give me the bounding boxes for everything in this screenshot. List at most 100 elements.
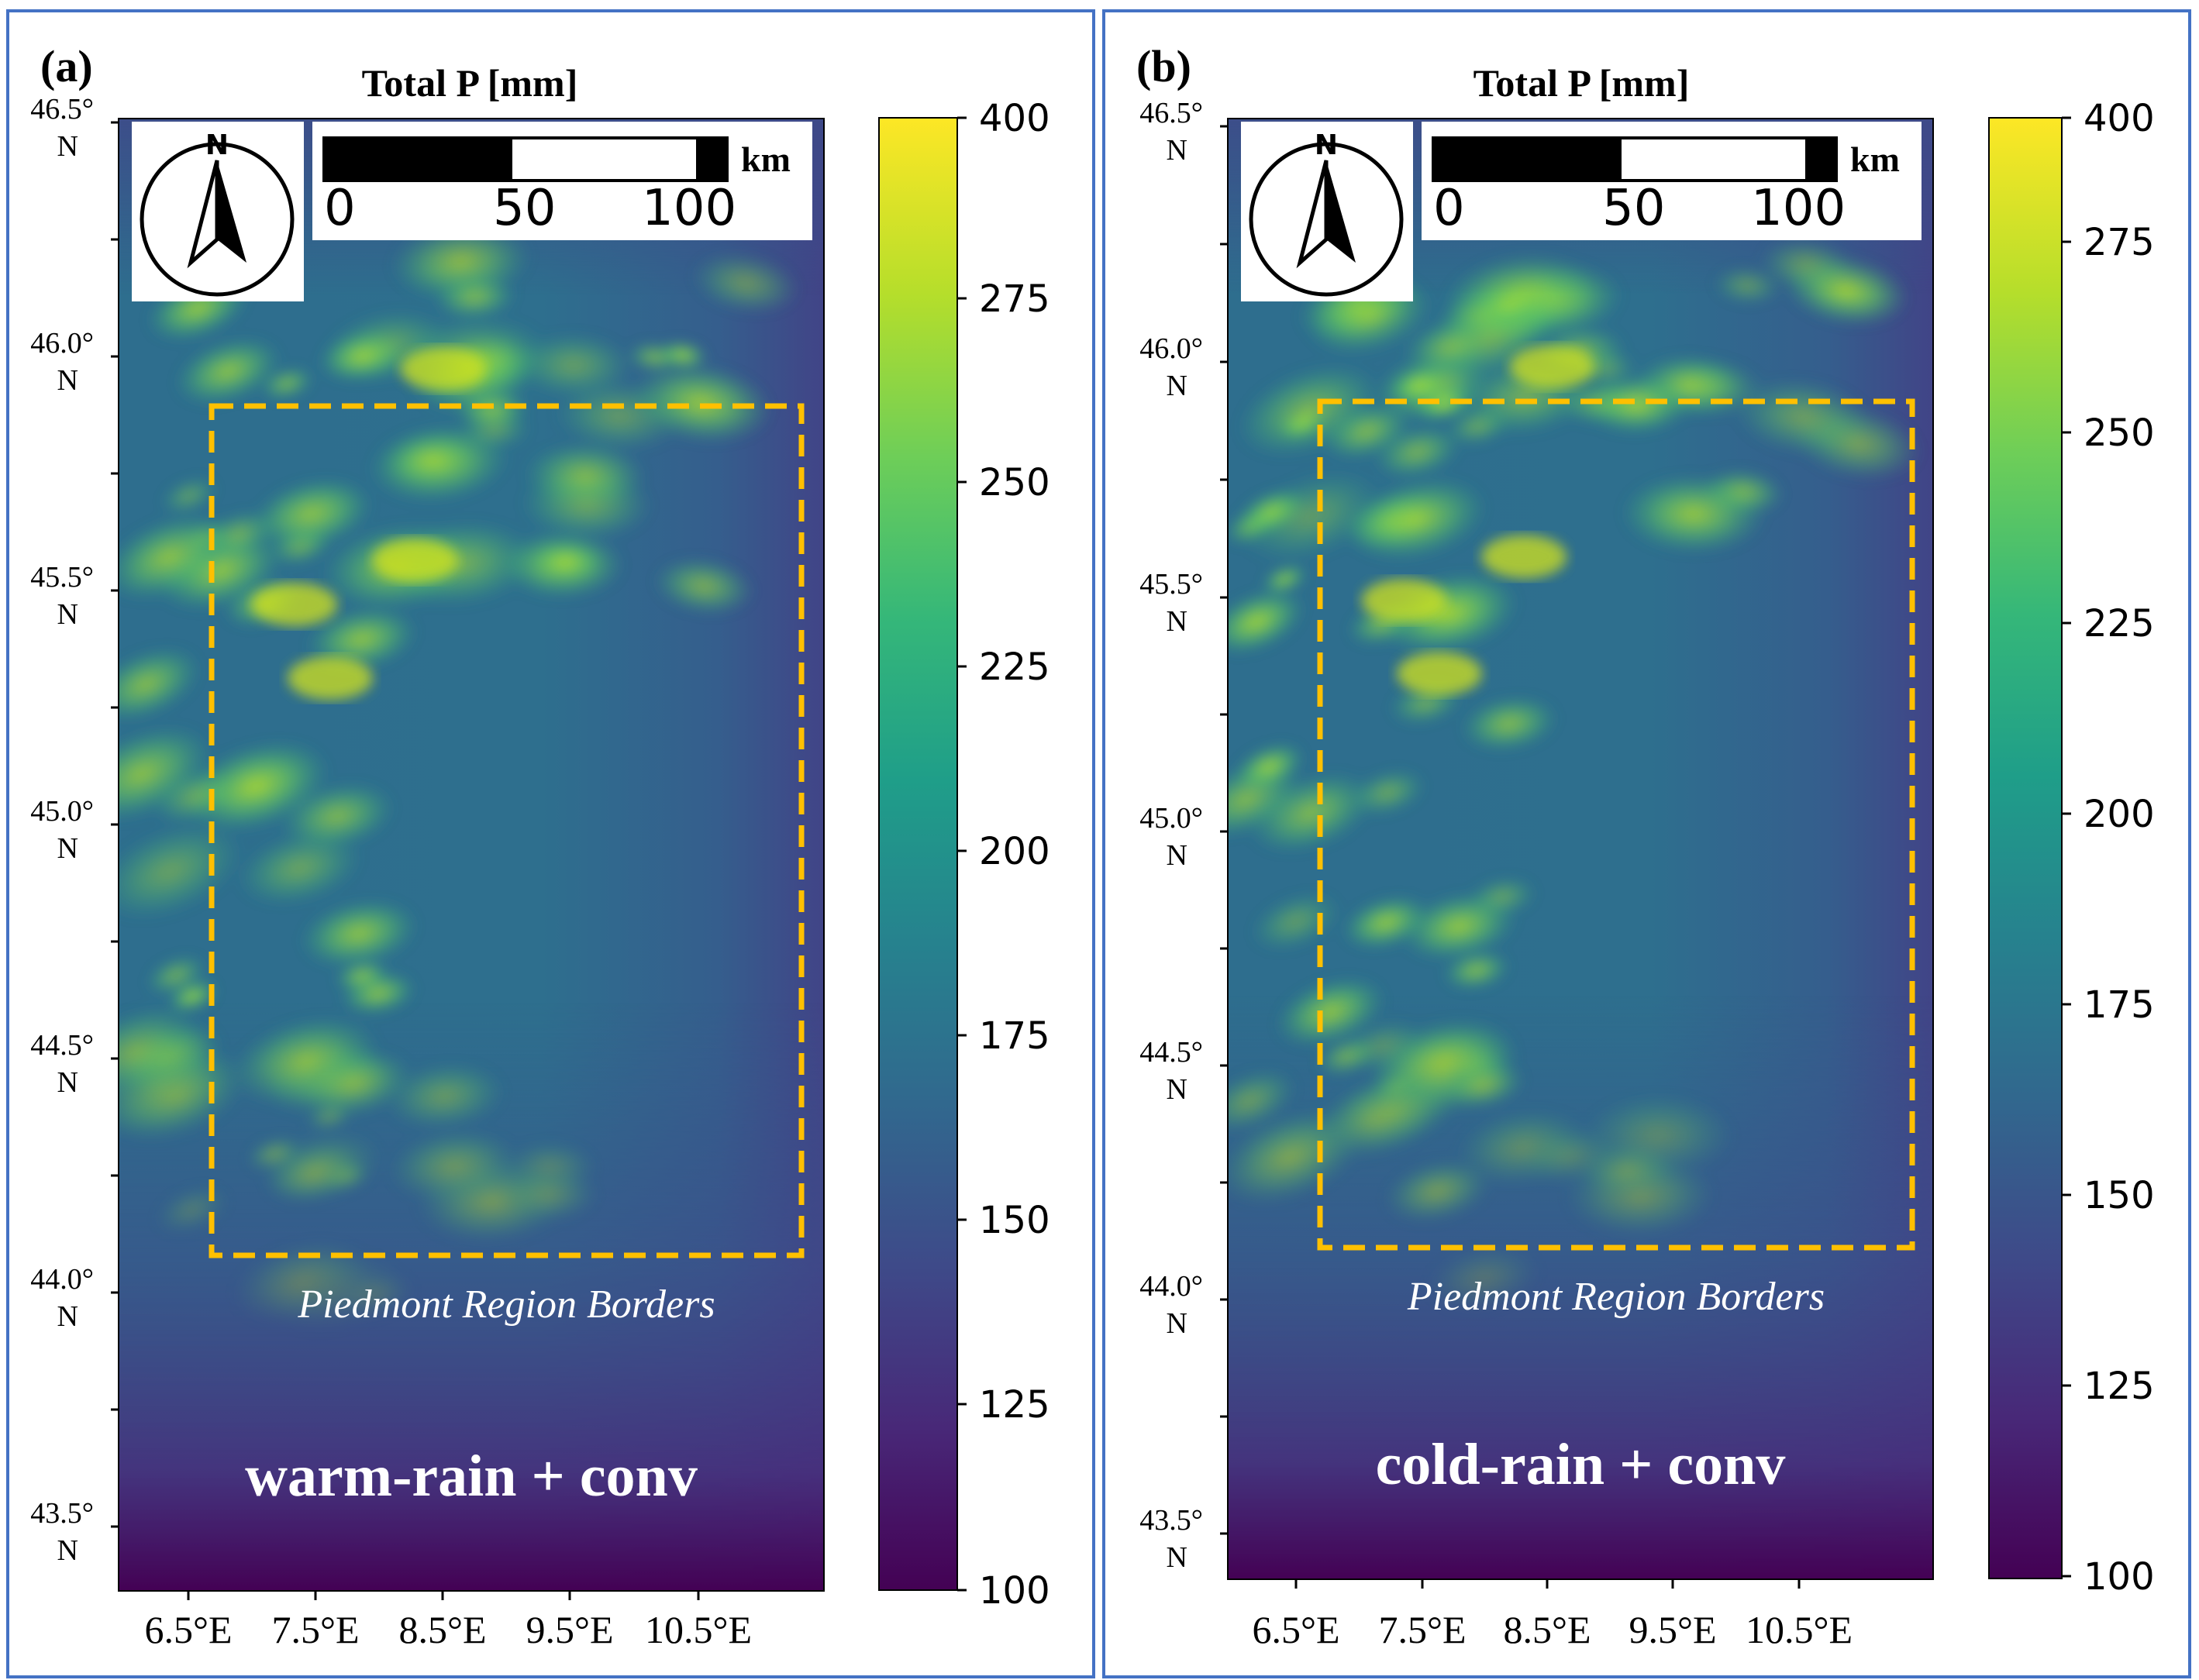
lat-hemisphere: N: [1167, 605, 1187, 638]
scale-label: 0: [1433, 180, 1465, 237]
lat-label: 43.5°: [1139, 1504, 1203, 1537]
longitude-axis: 6.5°E 7.5°E 8.5°E 9.5°E 10.5°E: [144, 1591, 752, 1651]
scale-segment: [1433, 138, 1622, 181]
colorbar-tick-label: 125: [2084, 1365, 2155, 1408]
lat-label: 43.5°: [30, 1497, 94, 1530]
colorbar-tick-label: 250: [979, 461, 1050, 504]
colorbar-tick-label: 225: [979, 645, 1050, 689]
longitude-axis: 6.5°E 7.5°E 8.5°E 9.5°E 10.5°E: [1252, 1579, 1853, 1651]
colorbar-tick-label: 275: [2084, 221, 2155, 264]
compass-circle: [1249, 142, 1404, 297]
piedmont-region-border: [209, 403, 805, 1258]
lat-hemisphere: N: [1167, 1073, 1187, 1106]
colorbar-tick-label: 275: [979, 277, 1050, 321]
colorbar: [878, 117, 958, 1591]
lat-label: 45.0°: [30, 795, 94, 828]
colorbar-tick-label: 225: [2084, 602, 2155, 645]
colorbar-tick-label: 400: [2084, 97, 2155, 140]
lon-label: 10.5°E: [645, 1608, 752, 1651]
lat-label: 45.0°: [1139, 802, 1203, 835]
scale-label: 50: [1602, 180, 1665, 237]
lon-label: 9.5°E: [1629, 1608, 1716, 1651]
map-south-shade: [119, 119, 824, 1591]
scale-label: 50: [493, 180, 556, 237]
lat-label: 46.5°: [30, 93, 94, 126]
map-border: [1227, 118, 1934, 1580]
panel-frame: [1102, 9, 2191, 1678]
lat-hemisphere: N: [57, 1534, 78, 1567]
lat-label: 46.5°: [1139, 97, 1203, 129]
lat-hemisphere: N: [1167, 839, 1187, 872]
colorbar-tick-label: 150: [979, 1199, 1050, 1242]
panel-frame: [6, 9, 1095, 1678]
lon-label: 6.5°E: [144, 1608, 232, 1651]
scale-segment: [324, 138, 512, 181]
lon-label: 8.5°E: [1503, 1608, 1591, 1651]
colorbar-tick-label: 175: [2084, 983, 2155, 1027]
map-south-shade: [1228, 119, 1933, 1579]
colorbar: [1988, 117, 2063, 1579]
colorbar-tick-label: 100: [979, 1569, 1050, 1613]
latitude-axis: 46.5° N 46.0° N 45.5° N 45.0° N 44.5° N 44.0° N 43.5…: [30, 93, 119, 1567]
panel-label: (b): [1136, 41, 1191, 91]
lon-label: 6.5°E: [1252, 1608, 1339, 1651]
panel-title: Total P [mm]: [1473, 61, 1690, 105]
map-border: [118, 118, 825, 1592]
compass-circle: [140, 142, 295, 297]
lat-hemisphere: N: [57, 832, 78, 865]
north-letter: N: [1315, 129, 1338, 161]
lon-label: 10.5°E: [1746, 1608, 1853, 1651]
lat-hemisphere: N: [57, 130, 78, 163]
region-label: Piedmont Region Borders: [1407, 1275, 1825, 1319]
lon-label: 7.5°E: [1378, 1608, 1466, 1651]
lon-label: 9.5°E: [526, 1608, 613, 1651]
colorbar-tick-label: 250: [2084, 411, 2155, 455]
lat-hemisphere: N: [1167, 134, 1187, 167]
lat-label: 44.0°: [30, 1263, 94, 1296]
latitude-axis: 46.5° N 46.0° N 45.5° N 45.0° N 44.5° N 44.0° N 43.5…: [1139, 97, 1228, 1574]
region-label: Piedmont Region Borders: [297, 1282, 715, 1327]
colorbar-tick-label: 100: [2084, 1555, 2155, 1599]
scale-unit: km: [741, 139, 791, 179]
colorbar-tick-label: 200: [2084, 793, 2155, 836]
lat-hemisphere: N: [57, 1300, 78, 1333]
lat-hemisphere: N: [1167, 1541, 1187, 1574]
lat-label: 46.0°: [30, 327, 94, 360]
lat-hemisphere: N: [57, 1066, 78, 1099]
scale-segment: [1805, 138, 1836, 181]
panel-title: Total P [mm]: [362, 61, 578, 105]
scheme-label: warm-rain + conv: [245, 1444, 698, 1509]
scheme-label: cold-rain + conv: [1376, 1432, 1786, 1497]
precipitation-map: [119, 119, 824, 1591]
colorbar-tick-label: 200: [979, 830, 1050, 873]
lat-hemisphere: N: [1167, 370, 1187, 402]
lat-hemisphere: N: [57, 364, 78, 397]
scale-segment: [696, 138, 727, 181]
colorbar-tick-label: 175: [979, 1014, 1050, 1058]
scale-label: 100: [642, 180, 736, 237]
lat-label: 44.5°: [30, 1029, 94, 1062]
lat-label: 44.0°: [1139, 1270, 1203, 1303]
precipitation-map: [1228, 119, 1933, 1579]
scale-label: 0: [324, 180, 356, 237]
panel-label: (a): [40, 41, 93, 91]
north-letter: N: [205, 129, 229, 161]
lat-label: 45.5°: [1139, 568, 1203, 601]
north-arrow-fill: [1326, 160, 1356, 263]
north-arrow-fill: [217, 160, 246, 263]
lat-label: 46.0°: [1139, 332, 1203, 365]
lat-label: 44.5°: [1139, 1036, 1203, 1069]
lon-label: 7.5°E: [271, 1608, 359, 1651]
colorbar-tick-label: 150: [2084, 1174, 2155, 1217]
scale-unit: km: [1850, 139, 1900, 179]
colorbar-tick-label: 400: [979, 97, 1050, 140]
lon-label: 8.5°E: [398, 1608, 486, 1651]
colorbar-tick-label: 125: [979, 1383, 1050, 1427]
lat-label: 45.5°: [30, 561, 94, 594]
lat-hemisphere: N: [57, 598, 78, 631]
piedmont-region-border: [1317, 398, 1915, 1251]
scale-label: 100: [1751, 180, 1846, 237]
lat-hemisphere: N: [1167, 1307, 1187, 1340]
